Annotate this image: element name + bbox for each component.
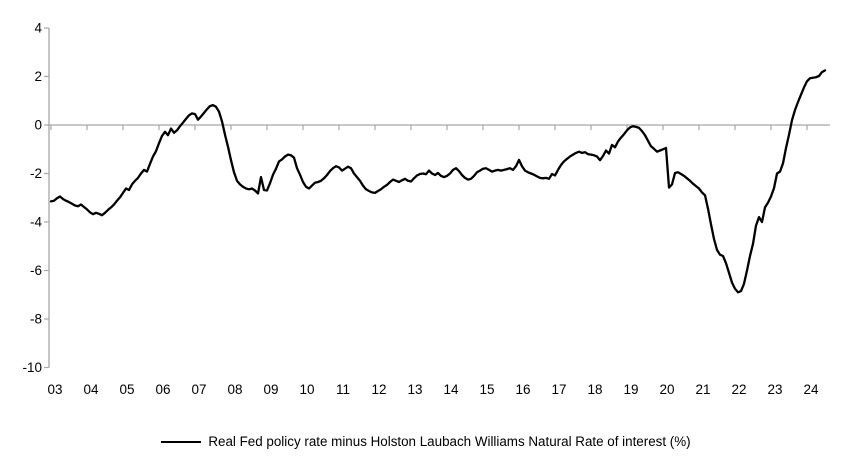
legend: Real Fed policy rate minus Holston Lauba… [0, 434, 852, 449]
x-tick-label: 15 [479, 382, 494, 397]
legend-line-icon [161, 440, 202, 443]
x-tick-label: 03 [47, 382, 62, 397]
x-tick-label: 21 [695, 382, 710, 397]
x-tick-label: 17 [551, 382, 566, 397]
x-tick-label: 14 [443, 382, 459, 397]
x-tick-label: 07 [191, 382, 206, 397]
y-tick-label: -8 [30, 312, 42, 327]
x-tick-label: 08 [227, 382, 242, 397]
y-tick-label: -10 [22, 360, 42, 375]
y-tick-label: -2 [30, 166, 42, 181]
x-tick-label: 20 [659, 382, 674, 397]
y-tick-label: -6 [30, 263, 42, 278]
x-tick-label: 19 [623, 382, 638, 397]
x-tick-label: 05 [119, 382, 134, 397]
x-tick-label: 12 [371, 382, 386, 397]
x-tick-label: 18 [587, 382, 602, 397]
x-tick-label: 16 [515, 382, 530, 397]
x-tick-label: 06 [155, 382, 170, 397]
y-tick-label: 2 [34, 69, 42, 84]
x-tick-label: 23 [767, 382, 782, 397]
x-tick-label: 10 [299, 382, 314, 397]
y-tick-label: 0 [34, 118, 42, 133]
y-tick-label: 4 [34, 21, 42, 36]
x-tick-label: 11 [336, 382, 350, 397]
legend-label: Real Fed policy rate minus Holston Lauba… [208, 434, 691, 449]
line-chart: 03 04 05 06 07 08 09 10 11 12 13 14 15 16 17 18 19 20 21 22… [22, 21, 830, 397]
data-series-line [49, 69, 827, 294]
x-tick-label: 09 [263, 382, 278, 397]
x-tick-label: 24 [803, 382, 819, 397]
x-tick-label: 04 [83, 382, 99, 397]
y-tick-label: -4 [30, 215, 42, 230]
x-tick-label: 13 [407, 382, 422, 397]
x-tick-label: 22 [731, 382, 746, 397]
